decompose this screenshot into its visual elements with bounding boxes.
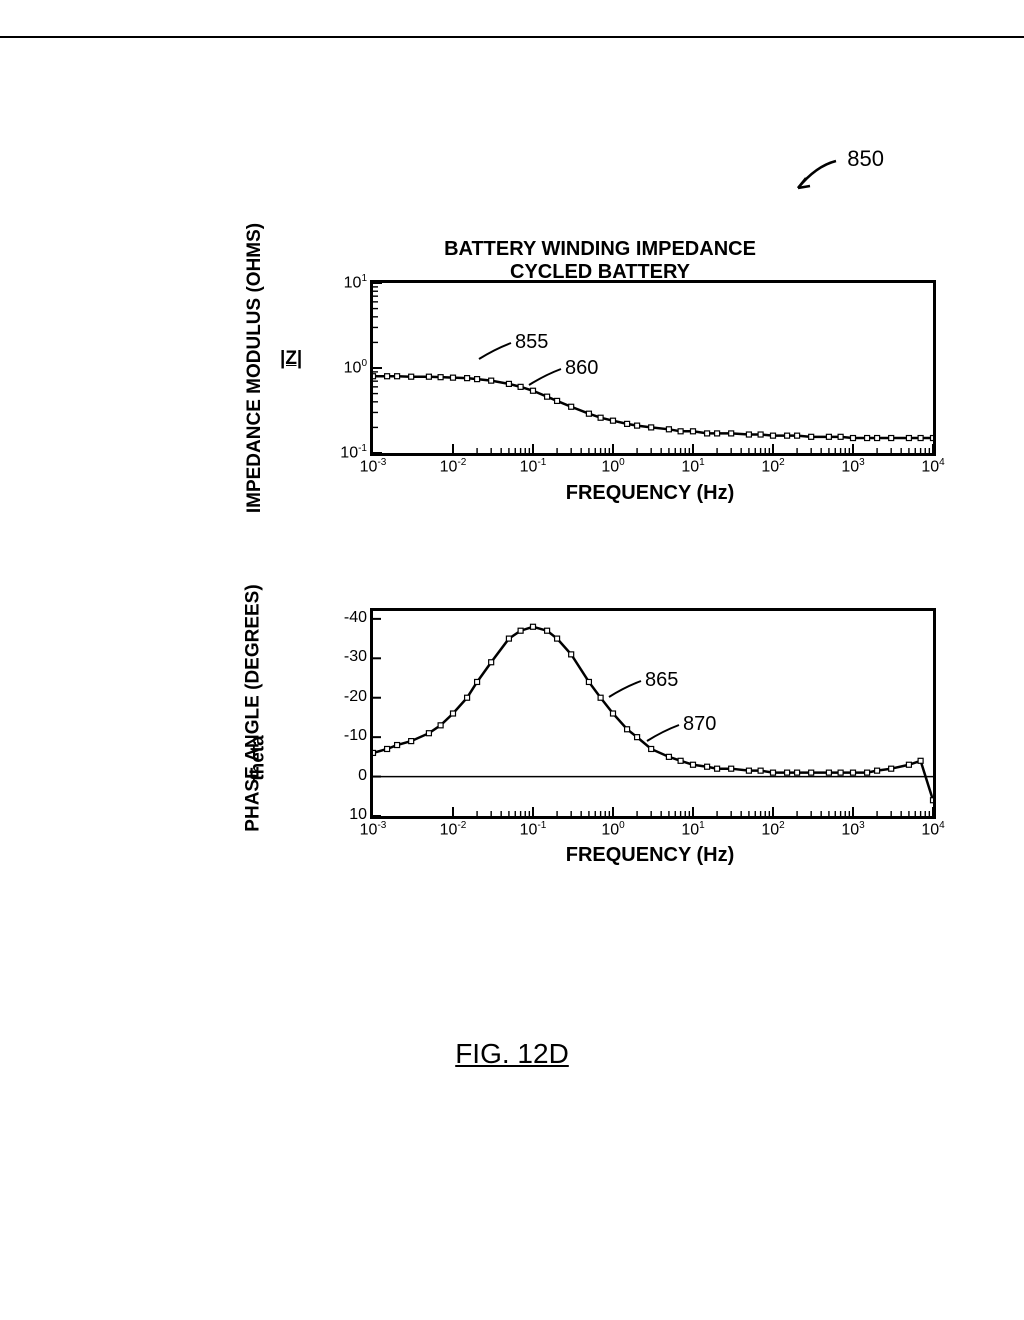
chart2-ylabel: PHASE ANGLE (DEGREES) [243,584,265,831]
xtick-label: 10-3 [360,820,387,839]
annotation-label: 870 [683,713,716,736]
figure-reference-label: 850 [847,146,884,172]
chart1-plot-frame: 10-110010110-310-210-1100101102103104855… [370,280,936,456]
xtick-label: 102 [761,457,784,476]
chart2-plot-frame: -40-30-20-1001010-310-210-11001011021031… [370,608,936,819]
chart2-svg [373,611,933,816]
phase-chart: PHASE ANGLE (DEGREES) theta -40-30-20-10… [170,608,950,908]
annotation-label: 865 [645,669,678,692]
annotation-label: 855 [515,331,548,354]
xtick-label: 100 [601,820,624,839]
xtick-label: 100 [601,457,624,476]
xtick-label: 103 [841,820,864,839]
xtick-label: 10-3 [360,457,387,476]
reference-arrow-icon [786,156,846,196]
chart1-ylabel-symbol: |Z| [280,348,302,370]
xtick-label: 10-1 [520,457,547,476]
chart1-title: BATTERY WINDING IMPEDANCE CYCLED BATTERY [320,238,880,284]
ytick-label: -10 [344,727,367,745]
chart2-ylabel-symbol: theta [248,735,270,780]
ytick-label: 100 [344,358,367,377]
header-rule [0,36,1024,62]
ytick-label: -20 [344,688,367,706]
xtick-label: 103 [841,457,864,476]
xtick-label: 102 [761,820,784,839]
chart1-xlabel: FREQUENCY (Hz) [370,482,930,505]
xtick-label: 10-2 [440,457,467,476]
xtick-label: 101 [681,820,704,839]
chart2-xlabel: FREQUENCY (Hz) [370,844,930,867]
xtick-label: 104 [921,820,944,839]
ytick-label: -30 [344,648,367,666]
impedance-chart: BATTERY WINDING IMPEDANCE CYCLED BATTERY… [170,238,950,538]
figure-caption: FIG. 12D [0,1038,1024,1070]
chart1-ylabel: IMPEDANCE MODULUS (OHMS) [244,223,266,513]
annotation-label: 860 [565,357,598,380]
xtick-label: 10-2 [440,820,467,839]
ytick-label: 101 [344,273,367,292]
xtick-label: 104 [921,457,944,476]
ytick-label: -40 [344,609,367,627]
ytick-label: 0 [358,767,367,785]
xtick-label: 10-1 [520,820,547,839]
chart1-svg [373,283,933,453]
xtick-label: 101 [681,457,704,476]
